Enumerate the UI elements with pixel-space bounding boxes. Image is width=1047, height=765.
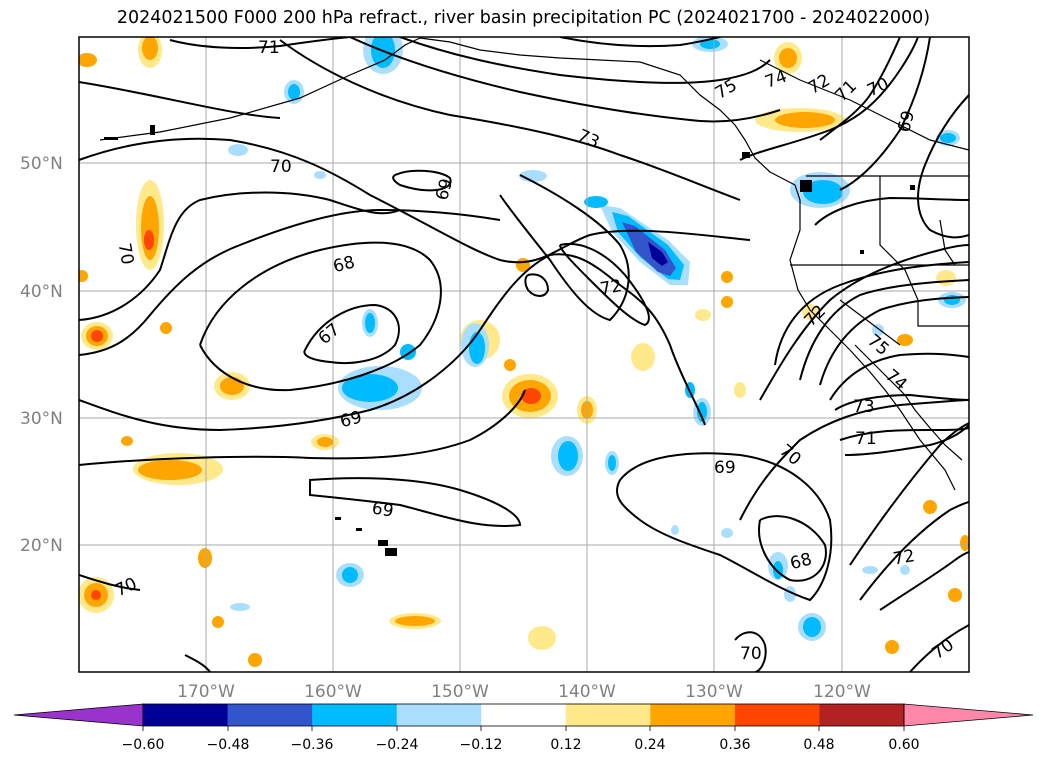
colorbar-tick: 0.24 (634, 737, 665, 753)
colorbar-cell (819, 704, 905, 726)
colorbar-tick: −0.60 (122, 737, 165, 753)
lon-label: 140°W (558, 682, 616, 702)
islands (104, 125, 915, 556)
colorbar-cell (565, 704, 651, 726)
colorbar-cell (143, 704, 229, 726)
contour-label: 73 (853, 397, 875, 417)
colorbar-cells (143, 704, 905, 726)
lon-label: 120°W (813, 682, 871, 702)
contour-label: 69 (714, 458, 736, 478)
colorbar-cell (396, 704, 482, 726)
lat-label: 40°N (20, 282, 63, 302)
contour-label: 71 (855, 429, 877, 449)
colorbar-tick: −0.48 (207, 737, 250, 753)
contour-label: 69 (370, 498, 395, 521)
colorbar-cell (227, 704, 313, 726)
colorbar-tick: −0.24 (376, 737, 419, 753)
latitude-labels: 50°N 40°N 30°N 20°N (20, 154, 63, 556)
map-title: 2024021500 F000 200 hPa refract., river … (116, 8, 931, 28)
contour-label: 70 (270, 157, 292, 177)
colorbar-cell (312, 704, 398, 726)
lat-label: 30°N (20, 409, 63, 429)
colorbar-over-triangle (903, 703, 1034, 727)
colorbar-cell (734, 704, 820, 726)
shaded-patches (79, 37, 969, 667)
lon-label: 170°W (177, 682, 235, 702)
longitude-labels: 170°W 160°W 150°W 140°W 130°W 120°W (177, 682, 871, 702)
contour-label: 70 (114, 242, 137, 267)
colorbar-tick: −0.12 (460, 737, 503, 753)
contour-lines (79, 37, 969, 672)
lon-label: 150°W (431, 682, 489, 702)
colorbar: −0.60 −0.48 −0.36 −0.24 −0.12 0.12 0.24 … (13, 703, 1034, 753)
lon-label: 130°W (685, 682, 743, 702)
colorbar-cell (650, 704, 736, 726)
graticule (79, 37, 969, 672)
lon-label: 160°W (304, 682, 362, 702)
lat-label: 50°N (20, 154, 63, 174)
lat-label: 20°N (20, 536, 63, 556)
colorbar-tick: 0.36 (719, 737, 750, 753)
map-frame (78, 36, 970, 673)
contour-label: 72 (892, 546, 917, 569)
colorbar-tick: 0.12 (550, 737, 581, 753)
colorbar-under-triangle (13, 703, 144, 727)
contour-label: 70 (740, 644, 762, 664)
map-area: 71 70 70 69 68 67 69 69 73 75 74 72 71 7… (79, 37, 969, 672)
colorbar-tick: −0.36 (291, 737, 334, 753)
contour-label: 71 (258, 38, 280, 58)
colorbar-ticks: −0.60 −0.48 −0.36 −0.24 −0.12 0.12 0.24 … (122, 737, 920, 753)
colorbar-cell (481, 704, 567, 726)
colorbar-tick: 0.60 (888, 737, 919, 753)
contour-label: 72 (599, 276, 624, 299)
colorbar-tick: 0.48 (803, 737, 834, 753)
